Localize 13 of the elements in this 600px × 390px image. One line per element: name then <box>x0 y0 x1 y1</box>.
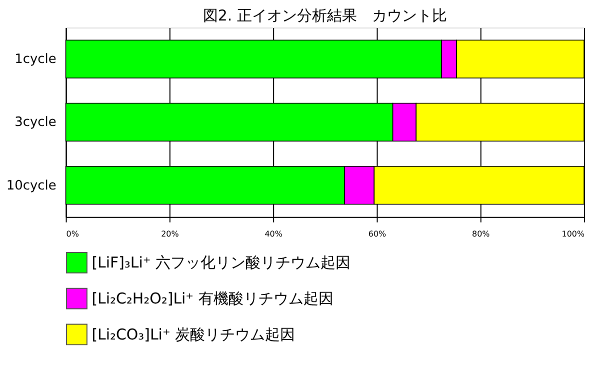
y-tick-label: 10cycle <box>6 178 56 194</box>
legend-label: [Li₂CO₃]Li⁺ 炭酸リチウム起因 <box>92 325 296 344</box>
x-tick-label: 0% <box>66 229 80 238</box>
x-tick-label: 80% <box>472 229 490 238</box>
x-tick-label: 100% <box>562 229 585 238</box>
x-tick-label: 40% <box>264 229 283 238</box>
y-tick-label: 1cycle <box>14 52 56 68</box>
chart-title: 図2. 正イオン分析結果 カウント比 <box>202 6 447 25</box>
legend-label: [Li₂C₂H₂O₂]Li⁺ 有機酸リチウム起因 <box>92 290 334 308</box>
x-tick-label: 20% <box>161 229 180 238</box>
legend-label: [LiF]₃Li⁺ 六フッ化リン酸リチウム起因 <box>92 254 351 272</box>
x-tick-label: 60% <box>368 229 387 238</box>
y-tick-label: 3cycle <box>14 115 56 130</box>
